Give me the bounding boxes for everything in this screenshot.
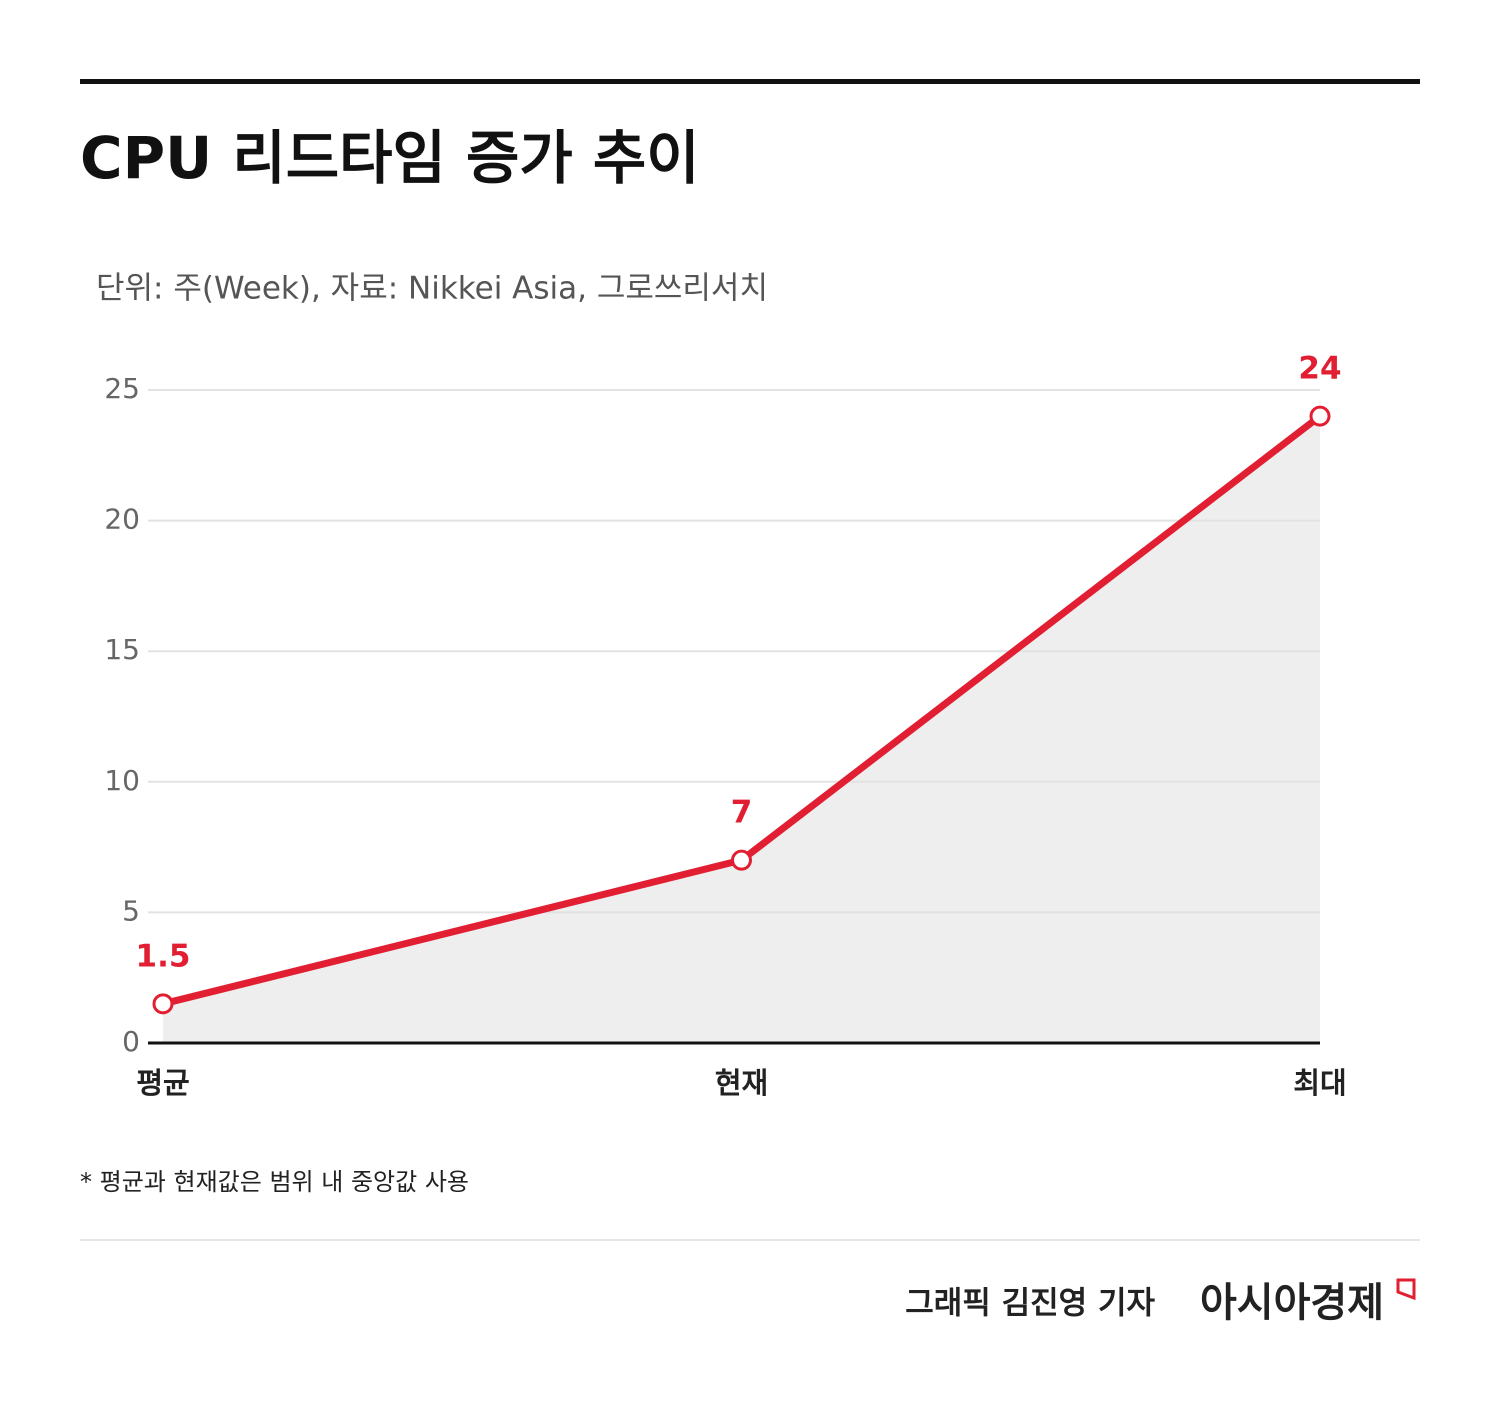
top-rule (80, 79, 1420, 84)
x-tick-label: 현재 (715, 1066, 768, 1100)
credit: 그래픽 김진영 기자 (905, 1286, 1155, 1322)
value-label: 7 (731, 795, 753, 831)
y-tick-label: 25 (104, 372, 140, 405)
chart-title: CPU 리드타임 증가 추이 (80, 124, 700, 192)
point (152, 993, 174, 1015)
point (1309, 405, 1331, 427)
brand-logo (1396, 1278, 1416, 1301)
y-tick-label: 20 (104, 503, 140, 536)
value-label: 1.5 (136, 938, 191, 974)
y-tick-label: 10 (104, 764, 140, 797)
y-tick-label: 0 (122, 1025, 140, 1058)
y-tick-label: 15 (104, 633, 140, 666)
area (163, 416, 1320, 1043)
y-tick-label: 5 (122, 894, 140, 927)
x-tick-label: 최대 (1293, 1066, 1346, 1100)
chart-subtitle: 단위: 주(Week), 자료: Nikkei Asia, 그로쓰리서치 (96, 271, 768, 307)
point (731, 849, 752, 871)
footnote: * 평균과 현재값은 범위 내 중앙값 사용 (80, 1168, 469, 1196)
brand: 아시아경제 (1200, 1280, 1384, 1326)
x-tick-label: 평균 (136, 1066, 189, 1100)
value-label: 24 (1298, 351, 1341, 387)
